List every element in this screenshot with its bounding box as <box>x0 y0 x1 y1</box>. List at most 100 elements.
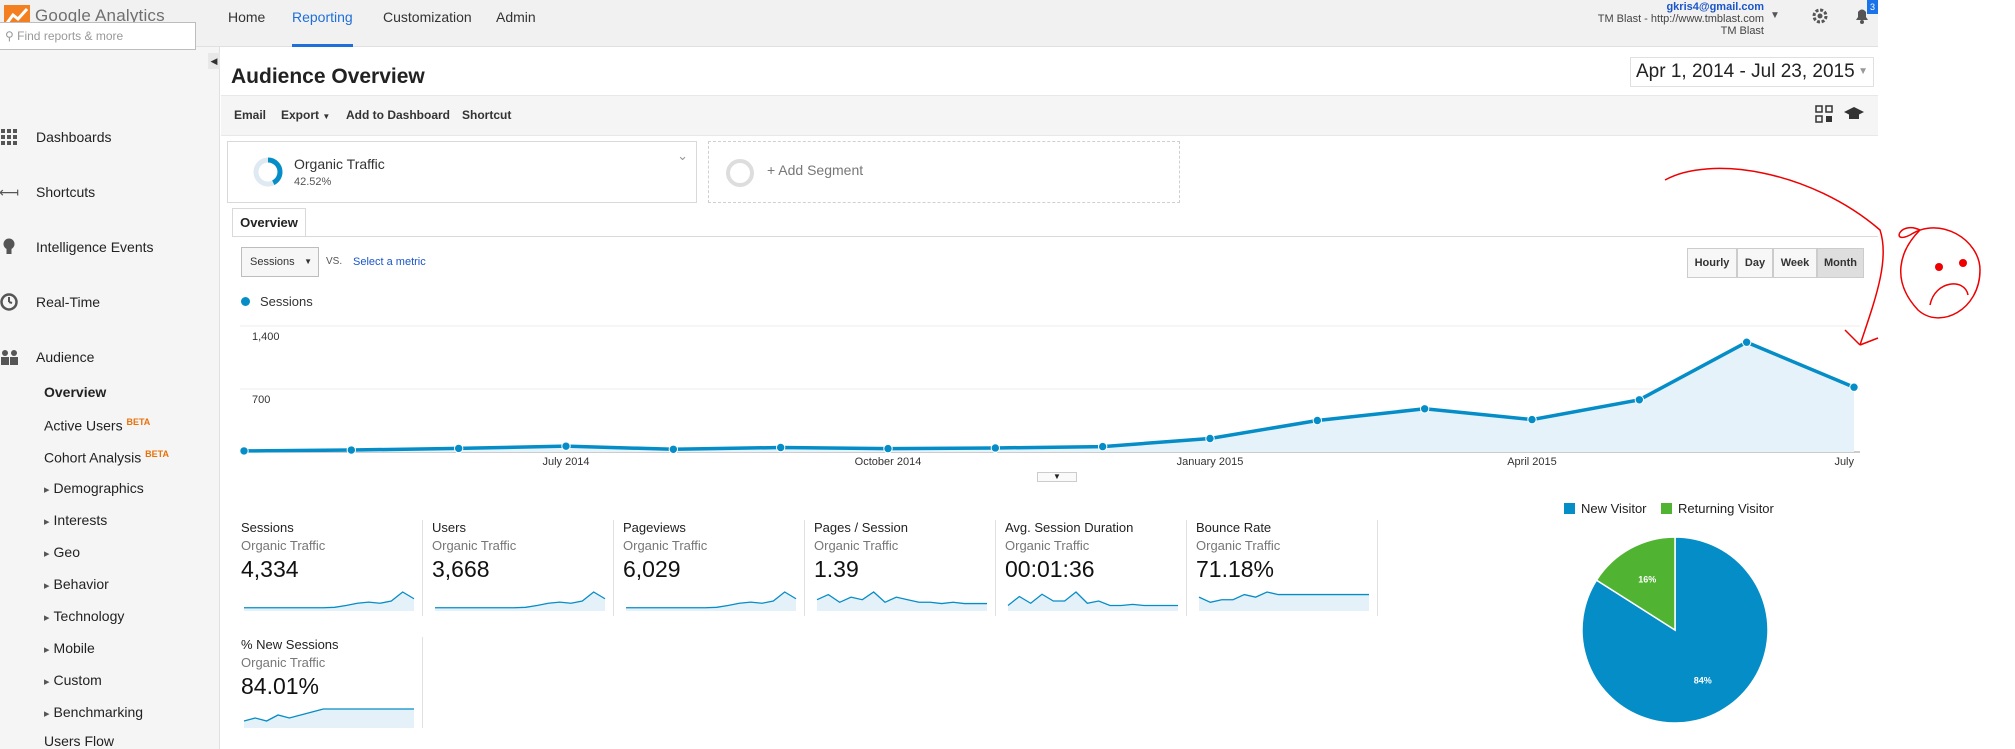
sparkline-line <box>816 591 987 605</box>
metric-sparkline <box>1198 591 1369 611</box>
nav-home[interactable]: Home <box>228 9 266 25</box>
sidebar-item-label: Intelligence Events <box>36 239 154 255</box>
add-segment-button[interactable]: + Add Segment <box>708 141 1180 203</box>
metric-card[interactable]: % New Sessions Organic Traffic 84.01% <box>241 637 431 733</box>
metric-name: Sessions <box>241 520 294 535</box>
segment-chevron-down-icon[interactable]: ⌄ <box>677 148 688 163</box>
granularity-week-button[interactable]: Week <box>1773 248 1817 278</box>
sidebar-item-audience[interactable]: Audience <box>0 345 94 369</box>
metric-value: 4,334 <box>241 556 299 582</box>
granularity-day-button[interactable]: Day <box>1737 248 1773 278</box>
analytics-logo-icon <box>4 5 30 27</box>
sessions-data-point[interactable] <box>1849 382 1859 392</box>
sessions-data-point[interactable] <box>668 444 679 455</box>
graduation-cap-icon[interactable] <box>1843 106 1865 122</box>
nav-reporting[interactable]: Reporting <box>292 0 353 47</box>
sidebar-sub-behavior[interactable]: Behavior <box>44 574 109 594</box>
collapse-sidebar-icon[interactable]: ◀ <box>208 53 220 69</box>
email-button[interactable]: Email <box>234 108 267 122</box>
legend-label: New Visitor <box>1581 501 1647 516</box>
granularity-hourly-button[interactable]: Hourly <box>1687 248 1737 278</box>
metric-name: Pageviews <box>623 520 686 535</box>
sidebar-sub-demographics[interactable]: Demographics <box>44 478 144 498</box>
segment-organic-traffic[interactable]: Organic Traffic 42.52% ⌄ <box>227 141 697 203</box>
metric-card[interactable]: Avg. Session Duration Organic Traffic 00:0… <box>1005 520 1195 616</box>
metric-select[interactable]: Sessions ▼ <box>241 247 319 277</box>
sessions-line-chart[interactable]: 1,400 700 July 2014 October 2014 January 201… <box>240 316 1870 476</box>
notification-bell-icon[interactable] <box>1852 5 1872 25</box>
dashboard-grid-icon <box>0 128 18 146</box>
sidebar-sub-active-users[interactable]: Active Users BETA <box>44 412 150 434</box>
metric-name: Pages / Session <box>814 520 908 535</box>
sessions-data-point[interactable] <box>1634 395 1645 405</box>
sessions-data-point[interactable] <box>240 446 249 456</box>
sidebar-sub-cohort-analysis[interactable]: Cohort Analysis BETA <box>44 444 169 466</box>
metric-value: 71.18% <box>1196 556 1275 582</box>
metric-value: 6,029 <box>623 556 681 582</box>
sparkline-line <box>1007 591 1178 607</box>
export-button[interactable]: Export ▼ <box>281 108 330 122</box>
sidebar-sub-mobile[interactable]: Mobile <box>44 638 95 658</box>
sessions-data-point[interactable] <box>1741 337 1752 347</box>
sessions-data-point[interactable] <box>883 443 893 454</box>
date-range-picker[interactable]: Apr 1, 2014 - Jul 23, 2015 ▼ <box>1630 57 1874 87</box>
ga-logo[interactable]: Google Analytics <box>4 2 165 30</box>
sidebar-sub-users-flow[interactable]: Users Flow <box>44 733 115 749</box>
visitor-type-pie-chart[interactable]: 84% 16% <box>1575 530 1775 730</box>
sessions-data-point[interactable] <box>453 443 464 454</box>
sessions-data-point[interactable] <box>1097 441 1108 452</box>
sidebar-sub-custom[interactable]: Custom <box>44 670 102 690</box>
pie-slice-returning-visitor[interactable] <box>1595 536 1676 632</box>
legend-returning-visitor: Returning Visitor <box>1661 501 1774 516</box>
tab-divider <box>232 236 1878 237</box>
sidebar-sub-interests[interactable]: Interests <box>44 510 108 530</box>
top-bar <box>0 0 1878 47</box>
search-icon: ⚲ <box>5 29 14 43</box>
sparkline-area <box>1008 592 1178 611</box>
sidebar-sub-benchmarking[interactable]: Benchmarking <box>44 702 144 722</box>
sessions-data-point[interactable] <box>775 442 786 453</box>
metric-card[interactable]: Pageviews Organic Traffic 6,029 <box>623 520 813 616</box>
sessions-data-point[interactable] <box>1312 415 1323 426</box>
customize-report-icon[interactable] <box>1815 105 1833 123</box>
find-reports-search-input[interactable]: ⚲ Find reports & more <box>0 22 196 50</box>
sessions-data-point[interactable] <box>561 441 571 451</box>
sessions-data-point[interactable] <box>990 443 1001 453</box>
metric-card[interactable]: Users Organic Traffic 3,668 <box>432 520 622 616</box>
chart-legend: Sessions <box>241 294 313 309</box>
add-to-dashboard-button[interactable]: Add to Dashboard <box>346 108 450 122</box>
chart-collapse-handle[interactable]: ▼ <box>1037 472 1077 482</box>
nav-customization[interactable]: Customization <box>383 9 472 25</box>
search-placeholder: Find reports & more <box>17 29 124 43</box>
metric-select-value: Sessions <box>250 256 295 268</box>
sidebar-item-dashboards[interactable]: Dashboards <box>0 125 112 149</box>
account-selector[interactable]: gkris4@gmail.com TM Blast - http://www.t… <box>1555 1 1764 37</box>
metric-card[interactable]: Pages / Session Organic Traffic 1.39 <box>814 520 1004 616</box>
metric-card[interactable]: Sessions Organic Traffic 4,334 <box>241 520 431 616</box>
granularity-month-button[interactable]: Month <box>1817 248 1864 278</box>
sidebar-item-shortcuts[interactable]: ⟻ Shortcuts <box>0 180 95 204</box>
sidebar-sub-overview[interactable]: Overview <box>44 384 107 400</box>
sessions-data-point[interactable] <box>1419 404 1430 414</box>
account-dropdown-icon[interactable]: ▼ <box>1770 10 1780 21</box>
shortcut-button[interactable]: Shortcut <box>462 108 512 122</box>
export-label: Export <box>281 108 320 122</box>
sessions-data-point[interactable] <box>1527 414 1537 425</box>
sparkline-line <box>435 591 606 609</box>
sessions-data-point[interactable] <box>1205 433 1215 444</box>
metric-card[interactable]: Bounce Rate Organic Traffic 71.18% <box>1196 520 1386 616</box>
nav-admin[interactable]: Admin <box>496 9 536 25</box>
pie-data-label: 84% <box>1694 676 1712 686</box>
sidebar-item-real-time[interactable]: Real-Time <box>0 290 100 314</box>
tab-overview[interactable]: Overview <box>232 208 306 237</box>
metric-sparkline <box>244 591 415 611</box>
sessions-data-point[interactable] <box>346 445 357 455</box>
pie-data-label: 16% <box>1638 574 1656 584</box>
sidebar-item-intelligence-events[interactable]: Intelligence Events <box>0 235 154 259</box>
select-metric-link[interactable]: Select a metric <box>353 256 426 268</box>
settings-gear-icon[interactable] <box>1810 6 1830 26</box>
sidebar-item-label: Audience <box>36 349 95 365</box>
sidebar-item-label: Shortcuts <box>36 184 96 200</box>
sidebar-sub-technology[interactable]: Technology <box>44 606 125 626</box>
sidebar-sub-geo[interactable]: Geo <box>44 542 80 562</box>
